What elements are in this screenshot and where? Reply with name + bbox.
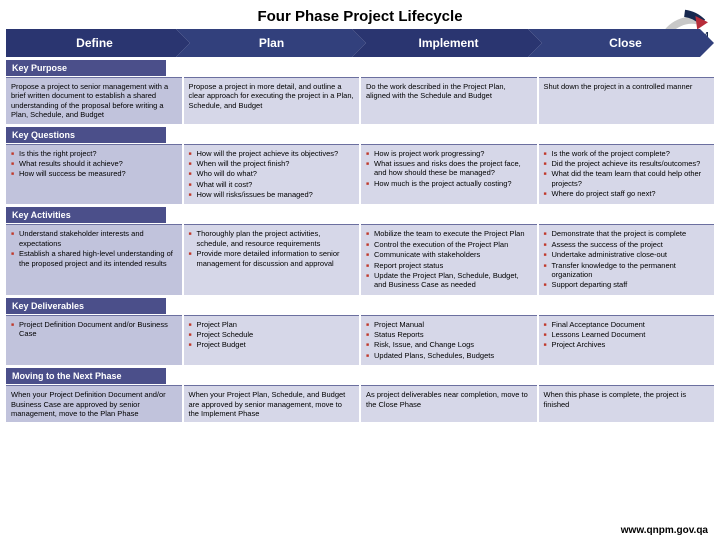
phase-close: Close — [537, 29, 714, 57]
list-item: Project Budget — [189, 340, 355, 349]
list-item: How will success be measured? — [11, 169, 177, 178]
list-item: Is the work of the project complete? — [544, 149, 710, 158]
section-row: Understand stakeholder interests and exp… — [6, 224, 714, 294]
list-item: How will risks/issues be managed? — [189, 190, 355, 199]
list-item: When will the project finish? — [189, 159, 355, 168]
cell: How is project work progressing?What iss… — [361, 144, 537, 205]
cell: Project Definition Document and/or Busin… — [6, 315, 182, 366]
phase-plan: Plan — [183, 29, 360, 57]
footer-url: www.qnpm.gov.qa — [621, 525, 708, 536]
list-item: Project Definition Document and/or Busin… — [11, 320, 177, 339]
cell: Project ManualStatus ReportsRisk, Issue,… — [361, 315, 537, 366]
list-item: Transfer knowledge to the permanent orga… — [544, 261, 710, 280]
list-item: Report project status — [366, 261, 532, 270]
list-item: Project Archives — [544, 340, 710, 349]
list-item: How will the project achieve its objecti… — [189, 149, 355, 158]
phase-define: Define — [6, 29, 183, 57]
list-item: Undertake administrative close-out — [544, 250, 710, 259]
section-row: When your Project Definition Document an… — [6, 385, 714, 422]
list-item: Support departing staff — [544, 280, 710, 289]
list-item: Is this the right project? — [11, 149, 177, 158]
phase-arrow-header: Define Plan Implement Close — [6, 29, 714, 57]
cell: Demonstrate that the project is complete… — [539, 224, 715, 294]
cell: Project PlanProject ScheduleProject Budg… — [184, 315, 360, 366]
list-item: Final Acceptance Document — [544, 320, 710, 329]
section-row: Propose a project to senior management w… — [6, 77, 714, 124]
list-item: Establish a shared high-level understand… — [11, 249, 177, 268]
list-item: How is project work progressing? — [366, 149, 532, 158]
page-title: Four Phase Project Lifecycle — [0, 0, 720, 29]
cell: Is the work of the project complete?Did … — [539, 144, 715, 205]
content-grid: Key PurposePropose a project to senior m… — [0, 60, 720, 422]
list-item: Did the project achieve its results/outc… — [544, 159, 710, 168]
list-item: Provide more detailed information to sen… — [189, 249, 355, 268]
section-header: Key Deliverables — [6, 298, 166, 314]
list-item: Assess the success of the project — [544, 240, 710, 249]
section-header: Key Activities — [6, 207, 166, 223]
cell: When your Project Definition Document an… — [6, 385, 182, 422]
section-header: Moving to the Next Phase — [6, 368, 166, 384]
list-item: Project Schedule — [189, 330, 355, 339]
list-item: How much is the project actually costing… — [366, 179, 532, 188]
list-item: What did the team learn that could help … — [544, 169, 710, 188]
cell: Propose a project in more detail, and ou… — [184, 77, 360, 124]
cell: Understand stakeholder interests and exp… — [6, 224, 182, 294]
list-item: Demonstrate that the project is complete — [544, 229, 710, 238]
list-item: Lessons Learned Document — [544, 330, 710, 339]
cell: Do the work described in the Project Pla… — [361, 77, 537, 124]
list-item: Risk, Issue, and Change Logs — [366, 340, 532, 349]
list-item: Project Plan — [189, 320, 355, 329]
cell: Is this the right project?What results s… — [6, 144, 182, 205]
cell: As project deliverables near completion,… — [361, 385, 537, 422]
list-item: Control the execution of the Project Pla… — [366, 240, 532, 249]
list-item: Where do project staff go next? — [544, 189, 710, 198]
list-item: Status Reports — [366, 330, 532, 339]
list-item: What results should it achieve? — [11, 159, 177, 168]
cell: How will the project achieve its objecti… — [184, 144, 360, 205]
cell: When your Project Plan, Schedule, and Bu… — [184, 385, 360, 422]
cell: Final Acceptance DocumentLessons Learned… — [539, 315, 715, 366]
list-item: Project Manual — [366, 320, 532, 329]
cell: Thoroughly plan the project activities, … — [184, 224, 360, 294]
list-item: Thoroughly plan the project activities, … — [189, 229, 355, 248]
list-item: Who will do what? — [189, 169, 355, 178]
list-item: Updated Plans, Schedules, Budgets — [366, 351, 532, 360]
list-item: What issues and risks does the project f… — [366, 159, 532, 178]
list-item: Mobilize the team to execute the Project… — [366, 229, 532, 238]
cell: When this phase is complete, the project… — [539, 385, 715, 422]
cell: Propose a project to senior management w… — [6, 77, 182, 124]
cell: Mobilize the team to execute the Project… — [361, 224, 537, 294]
list-item: What will it cost? — [189, 180, 355, 189]
section-row: Project Definition Document and/or Busin… — [6, 315, 714, 366]
list-item: Update the Project Plan, Schedule, Budge… — [366, 271, 532, 290]
phase-implement: Implement — [360, 29, 537, 57]
list-item: Understand stakeholder interests and exp… — [11, 229, 177, 248]
section-header: Key Purpose — [6, 60, 166, 76]
cell: Shut down the project in a controlled ma… — [539, 77, 715, 124]
section-row: Is this the right project?What results s… — [6, 144, 714, 205]
section-header: Key Questions — [6, 127, 166, 143]
list-item: Communicate with stakeholders — [366, 250, 532, 259]
